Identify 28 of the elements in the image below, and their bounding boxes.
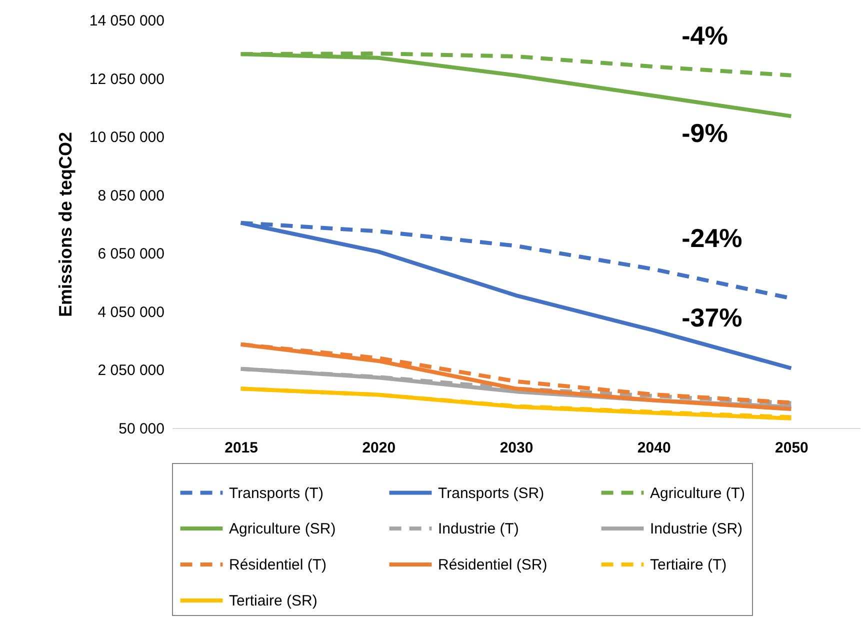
y-tick-label: 2 050 000	[98, 362, 164, 380]
legend-label: Transports (T)	[229, 484, 324, 502]
x-tick-label: 2050	[775, 440, 808, 456]
legend-label: Industrie (T)	[438, 520, 519, 538]
y-tick-label: 14 050 000	[89, 12, 164, 30]
y-tick-label: 4 050 000	[98, 304, 164, 321]
legend-label: Transports (SR)	[438, 484, 544, 502]
y-tick-label: 12 050 000	[89, 70, 164, 88]
y-tick-label: 8 050 000	[98, 187, 164, 204]
annotation: -37%	[682, 302, 742, 332]
legend-label: Agriculture (T)	[650, 484, 746, 502]
legend-label: Tertiaire (SR)	[229, 592, 318, 610]
legend-label: Agriculture (SR)	[229, 520, 336, 538]
y-tick-label: 6 050 000	[98, 246, 164, 263]
x-tick-label: 2020	[362, 440, 396, 456]
legend-label: Résidentiel (SR)	[438, 556, 548, 574]
y-axis-title: Emissions de teqCO2	[55, 132, 76, 318]
legend-label: Tertiaire (T)	[650, 556, 727, 574]
annotation: -9%	[682, 118, 728, 148]
y-tick-label: 10 050 000	[89, 129, 164, 146]
annotation: -4%	[682, 20, 728, 51]
legend-label: Industrie (SR)	[650, 520, 743, 538]
x-tick-label: 2030	[500, 440, 534, 456]
annotation: -24%	[682, 223, 742, 254]
x-tick-label: 2015	[224, 440, 258, 456]
y-tick-label: 50 000	[118, 420, 164, 438]
x-tick-label: 2040	[637, 440, 671, 456]
legend-label: Résidentiel (T)	[229, 556, 327, 574]
